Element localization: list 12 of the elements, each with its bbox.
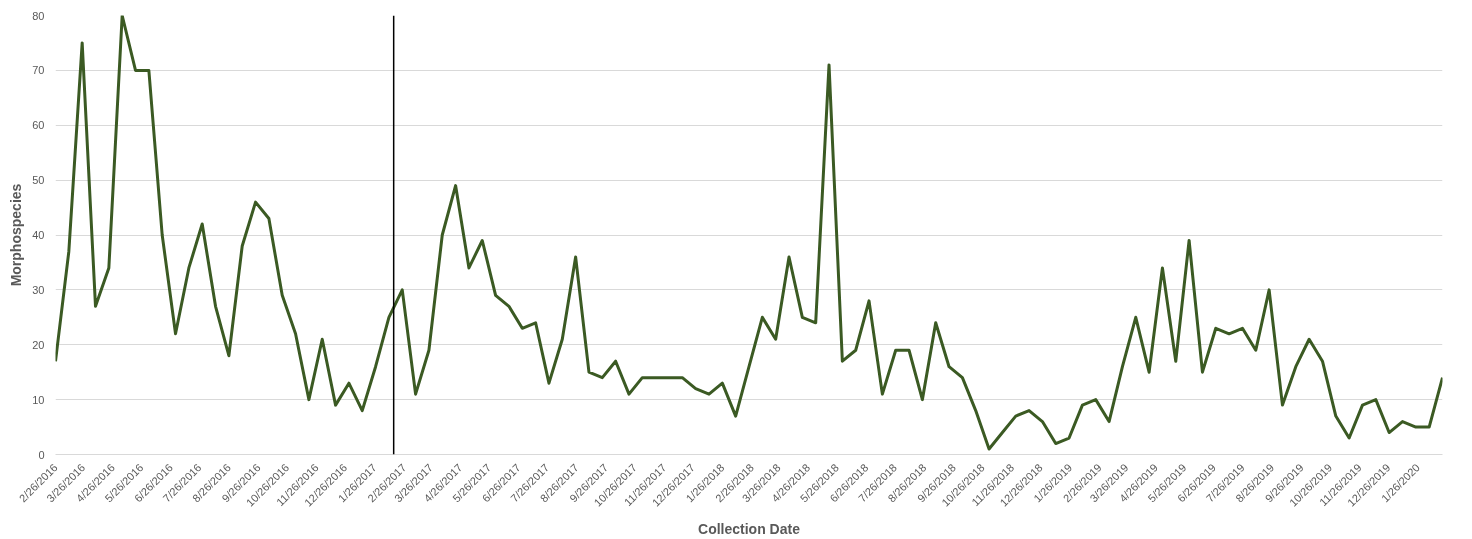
y-tick-label: 30: [32, 283, 45, 296]
y-tick-label: 50: [32, 174, 45, 187]
y-tick-label: 10: [32, 393, 45, 406]
x-axis-title: Collection Date: [698, 520, 801, 537]
line-series: [55, 15, 1443, 451]
y-tick-label: 0: [38, 448, 45, 461]
y-tick-label: 70: [32, 64, 45, 77]
y-tick-label: 80: [32, 9, 45, 22]
y-axis-title: Morphospecies: [8, 183, 25, 287]
y-tick-label: 40: [32, 229, 45, 241]
y-tick-label: 20: [32, 338, 45, 351]
y-tick-label: 60: [32, 119, 45, 132]
